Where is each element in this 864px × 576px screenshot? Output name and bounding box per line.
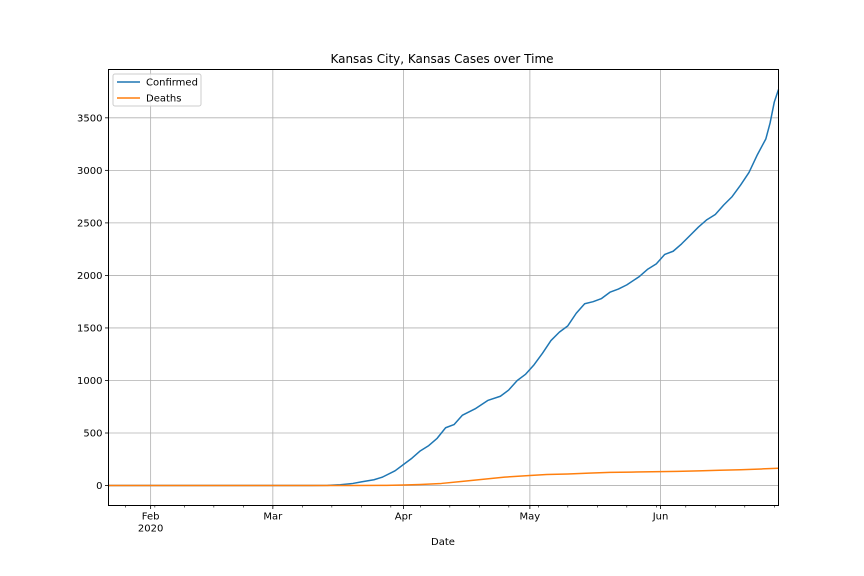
legend-label: Deaths xyxy=(146,94,181,105)
y-tick-label: 3000 xyxy=(77,166,102,177)
x-tick-sublabel: 2020 xyxy=(138,524,163,535)
y-tick-label: 500 xyxy=(83,429,102,440)
x-axis-label: Date xyxy=(431,537,455,548)
x-tick-label: Jun xyxy=(652,512,669,523)
x-tick-label: May xyxy=(520,512,541,523)
y-tick-label: 3500 xyxy=(77,113,102,124)
x-tick-label: Mar xyxy=(263,512,283,523)
y-tick-label: 2000 xyxy=(77,271,102,282)
legend: Confirmed Deaths xyxy=(112,73,202,107)
grid-layer xyxy=(108,69,779,506)
x-tick-label: Feb xyxy=(142,512,160,523)
y-tick-label: 0 xyxy=(96,481,102,492)
chart-title: Kansas City, Kansas Cases over Time xyxy=(330,52,553,66)
y-tick-label: 1500 xyxy=(77,323,102,334)
x-tick-label: Apr xyxy=(395,512,413,523)
plot-frame xyxy=(108,69,779,506)
legend-label: Confirmed xyxy=(146,78,198,89)
y-tick-label: 1000 xyxy=(77,376,102,387)
series-line-confirmed xyxy=(108,89,780,487)
series-line-deaths xyxy=(108,467,779,487)
y-tick-label: 2500 xyxy=(77,218,102,229)
series-layer xyxy=(108,89,780,487)
